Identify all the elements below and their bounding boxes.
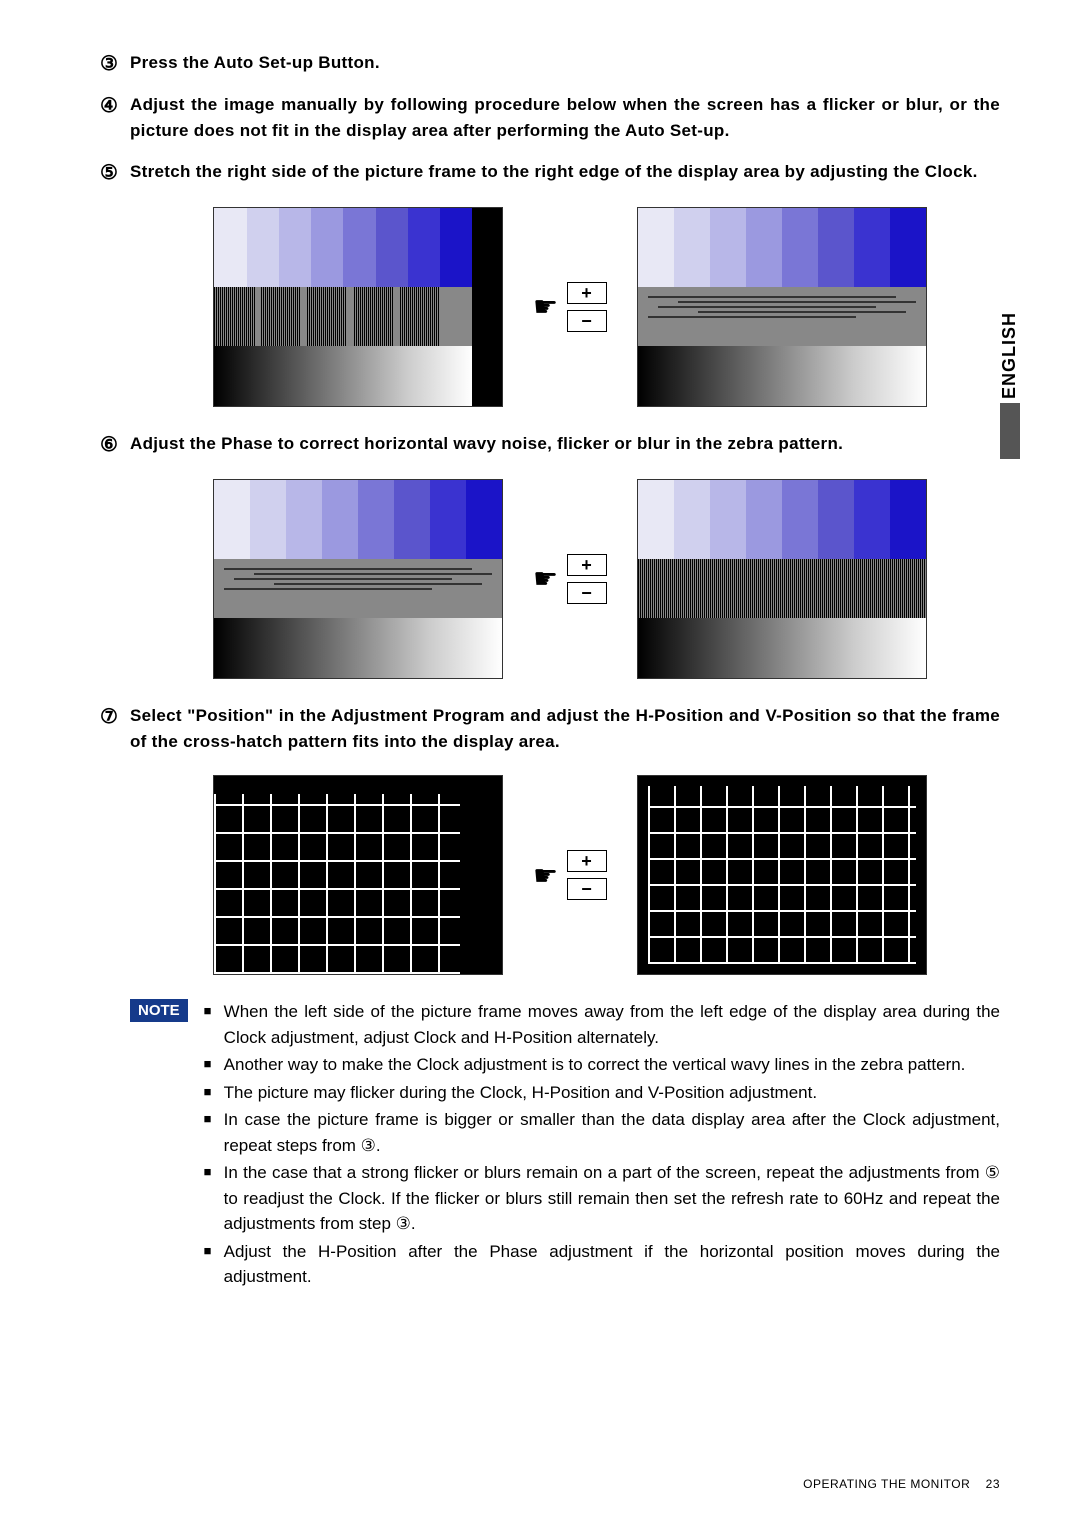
note-text: Another way to make the Clock adjustment… (224, 1052, 1000, 1078)
bullet-icon: ■ (204, 1107, 224, 1158)
bullet-icon: ■ (204, 1052, 224, 1078)
step-6: ⑥ Adjust the Phase to correct horizontal… (100, 431, 1000, 459)
step-text: Adjust the image manually by following p… (130, 92, 1000, 145)
note-label: NOTE (130, 999, 188, 1022)
position-diagram-after (637, 775, 927, 975)
minus-button[interactable]: − (567, 878, 607, 900)
tab-marker (1000, 403, 1020, 459)
plus-button[interactable]: + (567, 850, 607, 872)
note-item: ■When the left side of the picture frame… (204, 999, 1000, 1050)
step-text: Press the Auto Set-up Button. (130, 50, 1000, 76)
step-5: ⑤ Stretch the right side of the picture … (100, 159, 1000, 187)
step-text: Stretch the right side of the picture fr… (130, 159, 1000, 185)
step-3: ③ Press the Auto Set-up Button. (100, 50, 1000, 78)
step-text: Adjust the Phase to correct horizontal w… (130, 431, 1000, 457)
step-number: ④ (100, 92, 130, 120)
clock-diagram-before (213, 207, 503, 407)
plus-button[interactable]: + (567, 554, 607, 576)
pointing-hand-icon: ☚ (533, 859, 558, 892)
phase-diagram-row: ☚ + − (140, 479, 1000, 679)
clock-diagram-after (637, 207, 927, 407)
position-diagram-row: ☚ + − (140, 775, 1000, 975)
pointing-hand-icon: ☚ (533, 290, 558, 323)
page-footer: OPERATING THE MONITOR 23 (803, 1477, 1000, 1491)
page-content: ③ Press the Auto Set-up Button. ④ Adjust… (0, 0, 1080, 1332)
step-number: ⑥ (100, 431, 130, 459)
minus-button[interactable]: − (567, 310, 607, 332)
phase-diagram-after (637, 479, 927, 679)
note-text: The picture may flicker during the Clock… (224, 1080, 1000, 1106)
note-item: ■Another way to make the Clock adjustmen… (204, 1052, 1000, 1078)
step-4: ④ Adjust the image manually by following… (100, 92, 1000, 145)
note-item: ■In the case that a strong flicker or bl… (204, 1160, 1000, 1237)
note-item: ■Adjust the H-Position after the Phase a… (204, 1239, 1000, 1290)
bullet-icon: ■ (204, 999, 224, 1050)
language-label: ENGLISH (999, 312, 1020, 399)
step-number: ⑤ (100, 159, 130, 187)
step-number: ③ (100, 50, 130, 78)
note-item: ■The picture may flicker during the Cloc… (204, 1080, 1000, 1106)
footer-section: OPERATING THE MONITOR (803, 1477, 970, 1491)
bullet-icon: ■ (204, 1160, 224, 1237)
footer-page-number: 23 (986, 1477, 1000, 1491)
adjustment-controls: ☚ + − (533, 850, 606, 900)
step-7: ⑦ Select "Position" in the Adjustment Pr… (100, 703, 1000, 756)
bullet-icon: ■ (204, 1239, 224, 1290)
pointing-hand-icon: ☚ (533, 562, 558, 595)
position-diagram-before (213, 775, 503, 975)
phase-diagram-before (213, 479, 503, 679)
clock-diagram-row: ☚ + − (140, 207, 1000, 407)
step-number: ⑦ (100, 703, 130, 731)
note-item: ■In case the picture frame is bigger or … (204, 1107, 1000, 1158)
adjustment-controls: ☚ + − (533, 282, 606, 332)
note-text: Adjust the H-Position after the Phase ad… (224, 1239, 1000, 1290)
bullet-icon: ■ (204, 1080, 224, 1106)
note-list: ■When the left side of the picture frame… (204, 999, 1000, 1292)
plus-button[interactable]: + (567, 282, 607, 304)
note-text: In case the picture frame is bigger or s… (224, 1107, 1000, 1158)
note-text: In the case that a strong flicker or blu… (224, 1160, 1000, 1237)
note-text: When the left side of the picture frame … (224, 999, 1000, 1050)
note-section: NOTE ■When the left side of the picture … (130, 999, 1000, 1292)
adjustment-controls: ☚ + − (533, 554, 606, 604)
minus-button[interactable]: − (567, 582, 607, 604)
language-tab: ENGLISH (999, 312, 1020, 459)
step-text: Select "Position" in the Adjustment Prog… (130, 703, 1000, 756)
